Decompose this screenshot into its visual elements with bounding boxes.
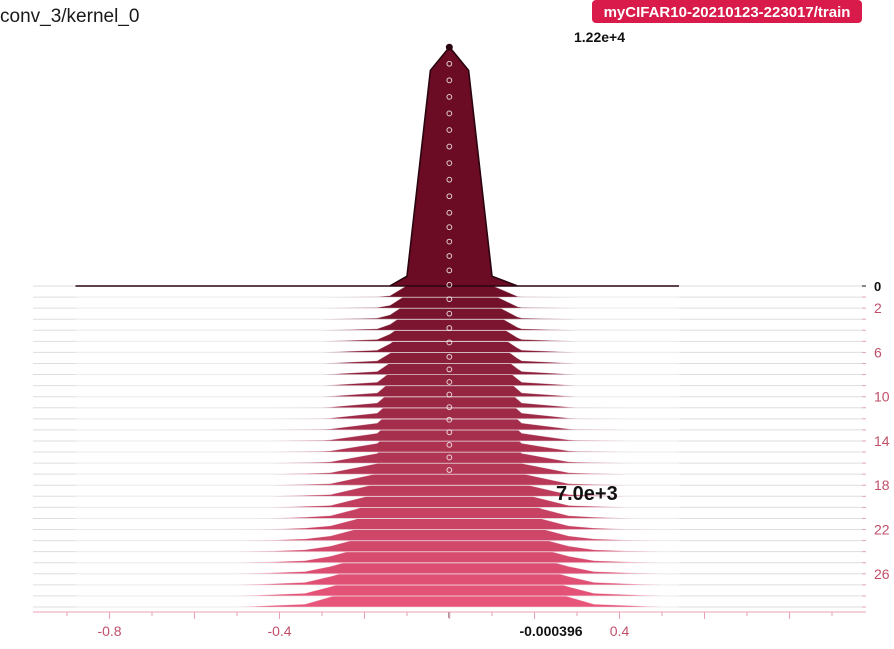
x-tick-label: 0.4: [610, 623, 630, 639]
histogram-area: [75, 79, 679, 309]
peak-count-label: 1.22e+4: [574, 29, 625, 45]
hover-point: [446, 353, 453, 360]
hover-point: [446, 160, 453, 167]
histogram-area: [75, 145, 679, 353]
hover-point: [446, 467, 453, 473]
hover-point: [446, 391, 453, 398]
hover-x-value-label: -0.000396: [519, 623, 582, 639]
hover-point: [446, 379, 453, 385]
step-tick-label: 18: [874, 477, 890, 493]
hover-point: [446, 310, 453, 317]
hover-point: [446, 209, 453, 216]
histogram-area: [75, 112, 679, 331]
hover-point: [446, 193, 453, 200]
run-badge-label: myCIFAR10-20210123-223017/train: [604, 4, 851, 21]
step-tick-label: 2: [874, 300, 882, 316]
hover-point: [446, 224, 453, 231]
hover-point: [446, 416, 453, 423]
x-tick-label: -0.8: [97, 623, 121, 639]
step-tick-label: 26: [874, 566, 890, 582]
step-tick-label: 22: [874, 522, 890, 538]
histogram-area: [75, 178, 679, 375]
hover-point: [446, 93, 453, 100]
hover-point: [446, 110, 453, 117]
step-tick-label: 10: [874, 389, 890, 405]
hover-point: [446, 404, 453, 411]
hover-point: [446, 127, 453, 133]
histogram-area: [75, 226, 679, 409]
hover-point: [446, 441, 453, 448]
hover-point: [446, 238, 453, 245]
hover-point: [446, 429, 453, 436]
hover-point: [445, 43, 453, 51]
x-tick-label: -0.4: [267, 623, 291, 639]
hover-point: [446, 253, 453, 259]
hover-markers: [445, 43, 453, 618]
run-badge[interactable]: myCIFAR10-20210123-223017/train: [592, 0, 862, 23]
hover-point: [446, 296, 453, 303]
hover-point: [446, 325, 453, 331]
hover-point: [446, 77, 453, 84]
histogram-area: [75, 195, 679, 386]
hover-count-label: 7.0e+3: [556, 483, 618, 505]
hover-point: [446, 339, 453, 346]
histogram-area: [75, 45, 679, 287]
histogram-step-0: [33, 45, 862, 287]
histogram-area: [75, 62, 679, 298]
hover-point: [446, 143, 453, 150]
hover-point: [446, 60, 453, 67]
run-badge-background: [592, 0, 862, 23]
histogram-area: [75, 129, 679, 342]
histogram-area: [75, 162, 679, 364]
hover-point: [446, 366, 453, 373]
step-tick-label: 14: [874, 433, 890, 449]
chart-title: conv_3/kernel_0: [0, 6, 139, 27]
x-axis: -0.8 -0.4 0.4: [33, 611, 866, 639]
histogram-layers: [33, 45, 862, 608]
hover-point: [446, 454, 453, 461]
step-tick-label: 6: [874, 344, 882, 360]
hover-point: [446, 281, 453, 288]
hover-point: [446, 267, 453, 274]
step-tick-label: 0: [874, 279, 881, 294]
histogram-area: [75, 211, 679, 398]
hover-point: [446, 176, 453, 183]
